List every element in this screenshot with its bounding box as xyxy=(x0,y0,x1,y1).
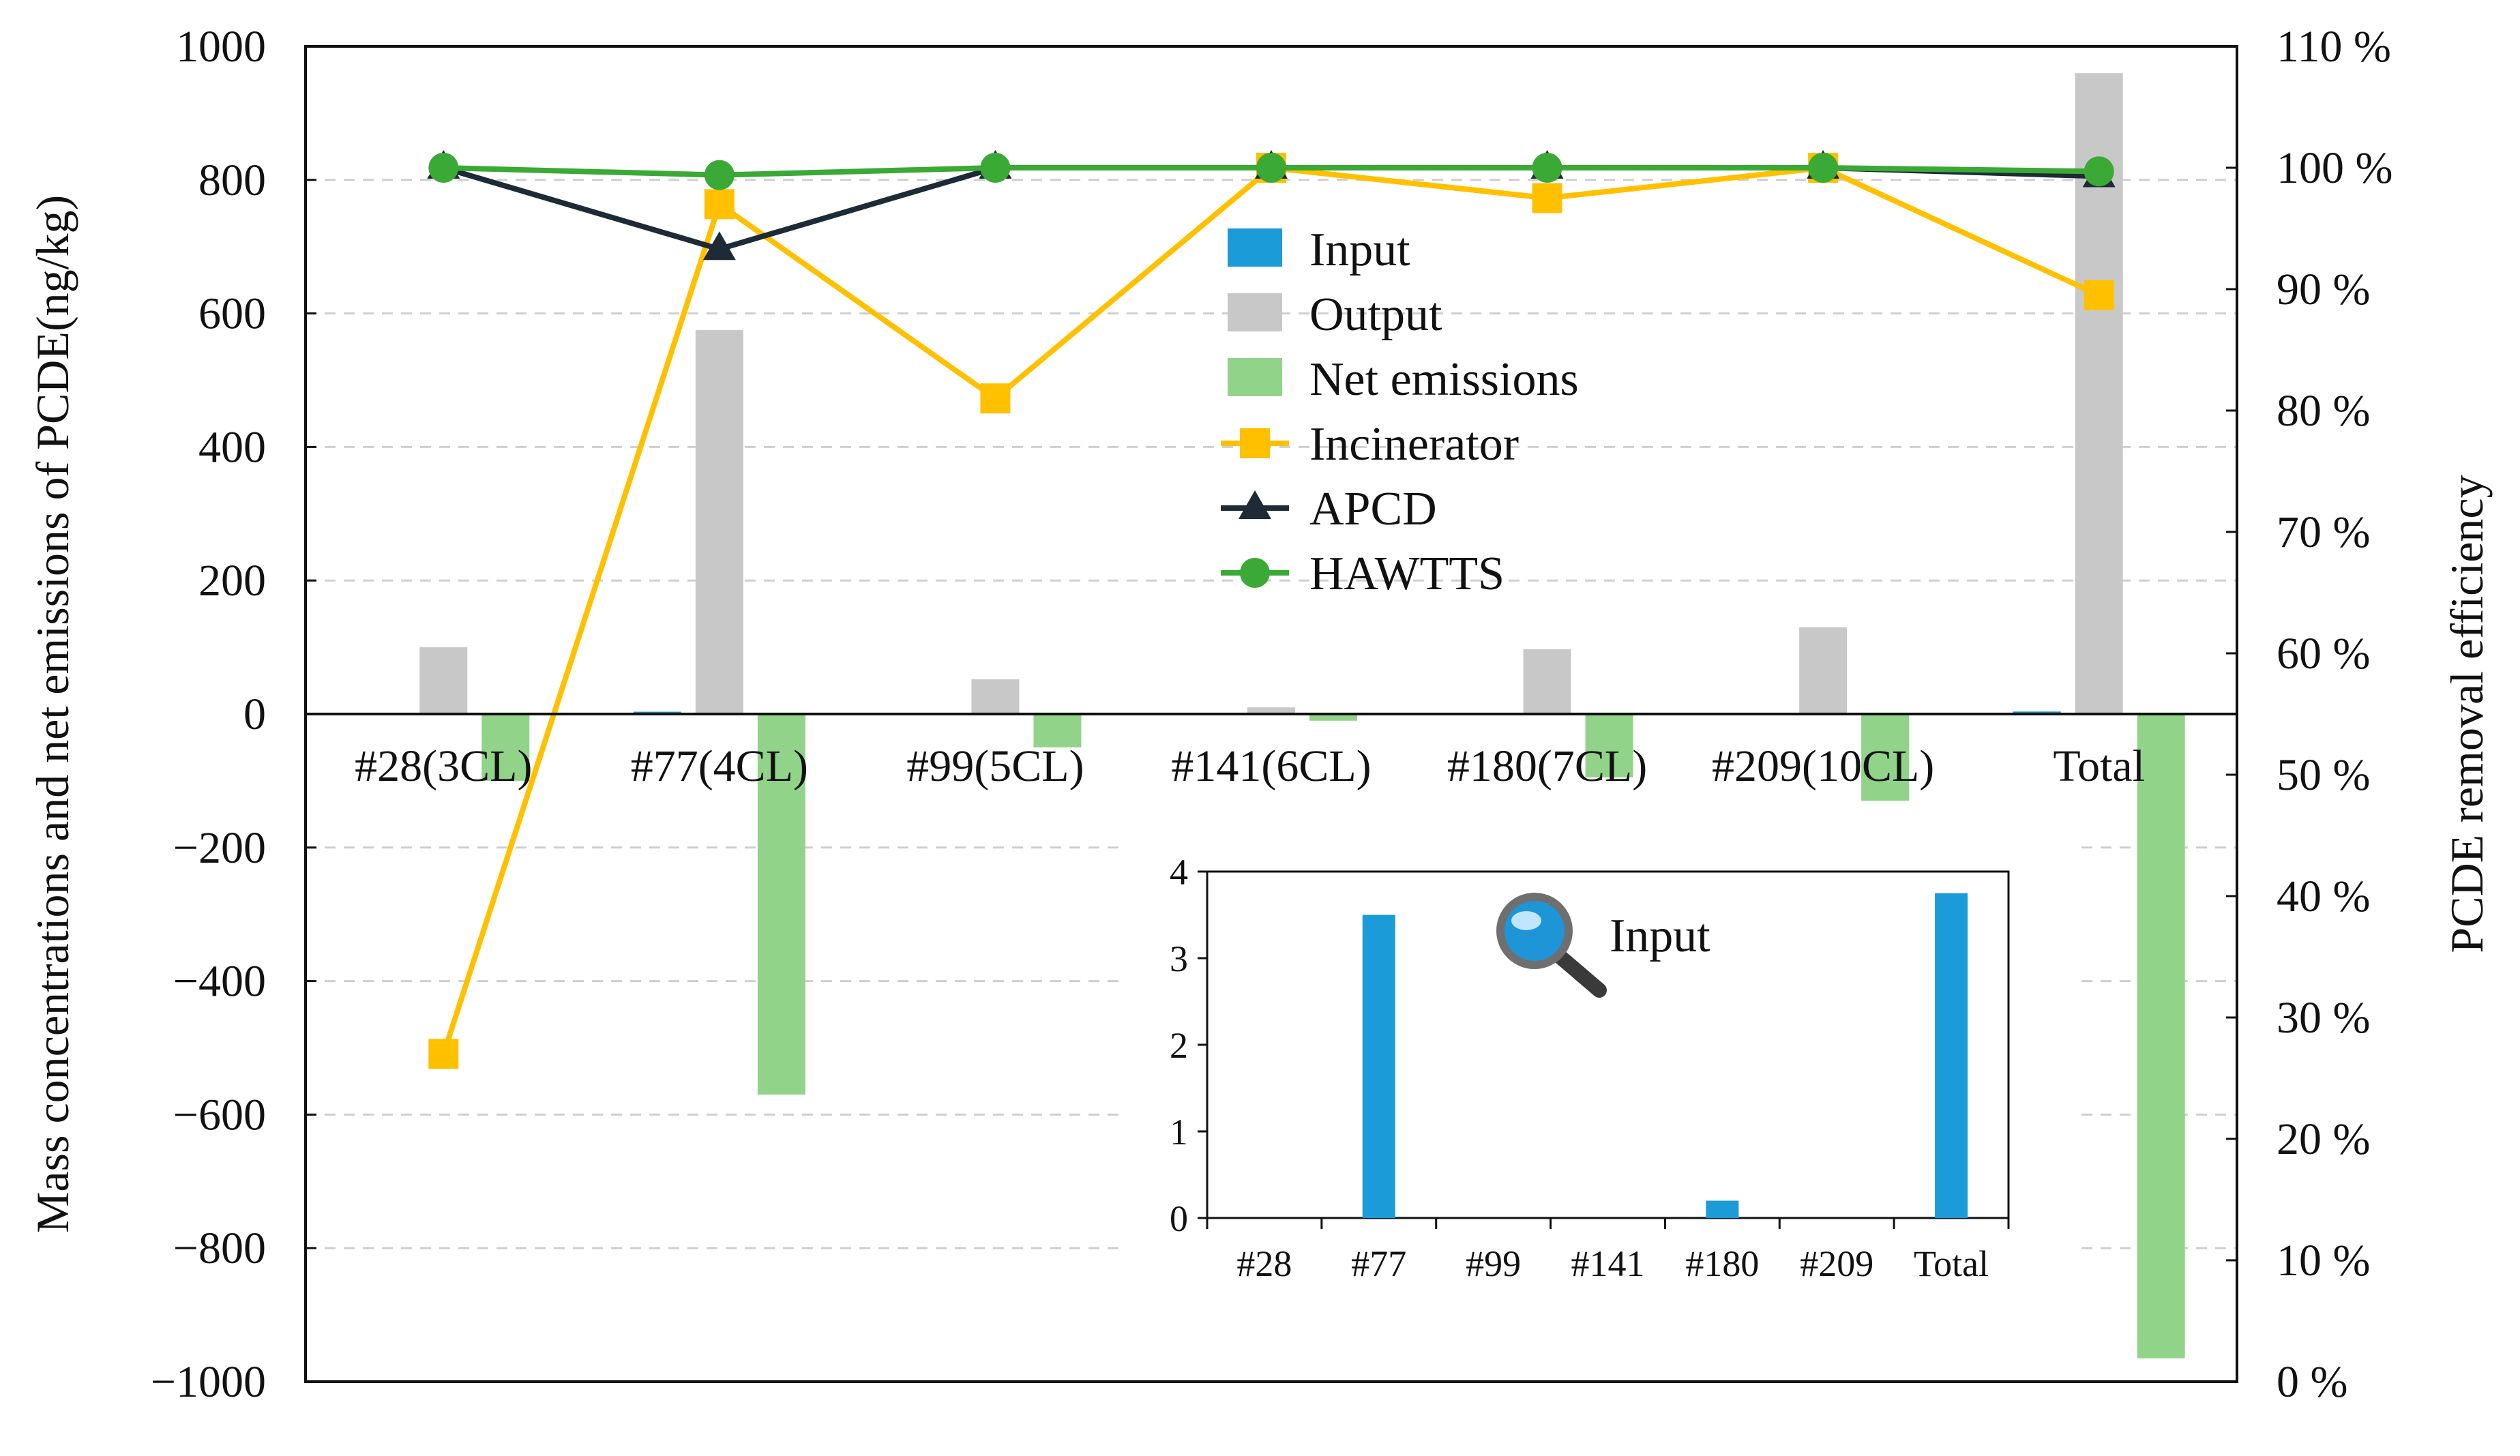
point-apcd xyxy=(702,231,736,261)
y-axis-ticks: 1000 800 600 400 200 0 −200 −400 −600 −800 −1000 xyxy=(151,22,316,1407)
point-incinerator xyxy=(980,383,1011,414)
inset-x-tick-label: Total xyxy=(1914,1243,1989,1284)
point-incinerator xyxy=(1532,183,1562,213)
legend-entry: Incinerator xyxy=(1309,418,1519,471)
y2-tick-label: 0 % xyxy=(2277,1357,2347,1407)
inset-bar xyxy=(1935,893,1968,1218)
bar-net-emissions xyxy=(1309,714,1357,721)
bar-net-emissions xyxy=(1585,714,1633,778)
bar-marks xyxy=(357,73,2185,1358)
y2-axis-ticks: 110 % 100 % 90 % 80 % 70 % 60 % 50 % 40 % 30 % 20… xyxy=(2226,22,2392,1407)
bar-net-emissions xyxy=(481,714,530,781)
y-tick-label: 400 xyxy=(198,422,266,472)
point-hawtts xyxy=(428,153,459,183)
bar-output xyxy=(1523,649,1571,714)
bar-net-emissions xyxy=(757,714,805,1095)
inset-y-tick-label: 4 xyxy=(1170,852,1188,893)
legend-entry: Input xyxy=(1309,224,1410,276)
legend-marker xyxy=(1239,490,1271,519)
y-axis-title: Mass concentrations and net emissions of… xyxy=(27,195,78,1233)
inset-y-tick-label: 3 xyxy=(1170,938,1188,979)
y2-tick-label: 110 % xyxy=(2277,22,2391,72)
y-tick-label: −200 xyxy=(173,823,266,873)
legend: Input Output Net emissions Incinerator APCD H… xyxy=(1221,224,1579,600)
inset-background xyxy=(1125,835,2077,1326)
y2-tick-label: 30 % xyxy=(2277,993,2370,1043)
point-hawtts xyxy=(1808,153,1839,183)
x-tick-label: Total xyxy=(2053,741,2145,791)
magnifier-handle xyxy=(1554,951,1607,998)
legend-entry: Net emissions xyxy=(1309,353,1579,406)
y2-tick-label: 60 % xyxy=(2277,629,2370,679)
point-hawtts xyxy=(1532,153,1562,183)
y2-tick-label: 40 % xyxy=(2277,872,2370,921)
y-tick-label: 200 xyxy=(198,556,266,606)
magnifier-icon xyxy=(1496,893,1607,998)
legend-swatch xyxy=(1228,228,1282,267)
y2-tick-label: 100 % xyxy=(2277,143,2392,193)
y2-tick-label: 70 % xyxy=(2277,507,2370,557)
y-tick-label: 600 xyxy=(198,289,266,339)
legend-marker xyxy=(1240,428,1270,458)
inset-x-tick-label: #209 xyxy=(1800,1243,1873,1284)
bar-net-emissions xyxy=(1033,714,1082,747)
y2-tick-label: 20 % xyxy=(2277,1114,2370,1164)
y-tick-label: 0 xyxy=(243,689,266,739)
x-tick-label: #209(10CL) xyxy=(1712,741,1934,791)
x-tick-label: #141(6CL) xyxy=(1171,741,1371,791)
inset-title: Input xyxy=(1610,910,1710,962)
point-incinerator xyxy=(704,189,735,220)
point-hawtts xyxy=(2084,156,2114,187)
legend-swatch xyxy=(1228,358,1282,396)
y-tick-label: 1000 xyxy=(176,22,266,72)
legend-entry: HAWTTS xyxy=(1309,548,1504,600)
bar-output xyxy=(971,679,1020,714)
inset-y-tick-label: 0 xyxy=(1170,1198,1188,1239)
line-series xyxy=(427,150,2116,1069)
y2-axis-title: PCDE removal efficiency xyxy=(2441,475,2493,953)
x-tick-label: #77(4CL) xyxy=(631,741,808,791)
x-tick-label: #99(5CL) xyxy=(906,741,1084,791)
bar-output xyxy=(1247,707,1295,714)
inset-y-tick-label: 1 xyxy=(1170,1112,1188,1153)
y2-tick-label: 80 % xyxy=(2277,386,2370,436)
point-hawtts xyxy=(704,160,735,190)
inset-chart: 4 3 2 1 0 #28 #77 #99 #141 #180 #209 Total Input xyxy=(1125,835,2077,1326)
y-tick-label: 800 xyxy=(198,155,266,205)
y-tick-label: −800 xyxy=(173,1223,266,1273)
inset-x-tick-label: #28 xyxy=(1236,1243,1292,1284)
inset-x-tick-label: #99 xyxy=(1466,1243,1521,1284)
bar-output xyxy=(419,647,468,714)
legend-marker xyxy=(1240,558,1270,588)
inset-x-tick-label: #180 xyxy=(1685,1243,1759,1284)
magnifier-glint xyxy=(1511,911,1541,930)
point-hawtts xyxy=(1256,153,1286,183)
y2-tick-label: 10 % xyxy=(2277,1236,2370,1286)
y2-tick-label: 50 % xyxy=(2277,750,2370,800)
legend-entry: Output xyxy=(1309,288,1442,341)
bar-output xyxy=(1799,627,1848,714)
bar-net-emissions xyxy=(1861,714,1910,801)
y-tick-label: −1000 xyxy=(151,1357,266,1407)
inset-x-tick-label: #141 xyxy=(1571,1243,1645,1284)
inset-bar xyxy=(1706,1200,1739,1218)
y-tick-label: −600 xyxy=(173,1090,266,1140)
legend-swatch xyxy=(1228,293,1282,331)
bar-net-emissions xyxy=(2137,714,2185,1358)
inset-bar xyxy=(1362,915,1395,1218)
bar-output xyxy=(695,330,743,714)
x-axis-ticks: #28(3CL) #77(4CL) #99(5CL) #141(6CL) #180(7C… xyxy=(355,741,2145,791)
magnifier-lens xyxy=(1496,893,1573,969)
y-tick-label: −400 xyxy=(173,957,266,1007)
inset-y-tick-label: 2 xyxy=(1170,1025,1188,1066)
point-hawtts xyxy=(980,153,1011,183)
x-tick-label: #180(7CL) xyxy=(1447,741,1647,791)
x-tick-label: #28(3CL) xyxy=(355,741,532,791)
inset-x-tick-label: #77 xyxy=(1351,1243,1406,1284)
point-incinerator xyxy=(428,1039,459,1069)
y2-tick-label: 90 % xyxy=(2277,265,2370,314)
point-incinerator xyxy=(2084,280,2114,310)
legend-entry: APCD xyxy=(1309,483,1437,535)
